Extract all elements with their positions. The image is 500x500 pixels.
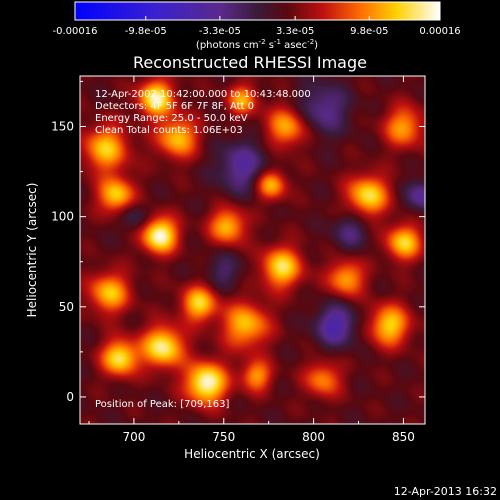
x-axis-ticks: 700 750 800 850 xyxy=(88,76,415,444)
colorbar-tick-label: 3.3e-05 xyxy=(276,26,314,37)
heatmap-plot-area xyxy=(79,75,426,425)
x-axis-label: Heliocentric X (arcsec) xyxy=(184,447,320,461)
y-axis-ticks: 0 50 100 150 xyxy=(51,80,425,404)
chart-title: Reconstructed RHESSI Image xyxy=(133,53,367,72)
colorbar: -0.00016 -9.8e-05 -3.3e-05 3.3e-05 9.8e-05 0.… xyxy=(53,1,461,51)
y-tick-label: 50 xyxy=(59,300,74,314)
y-tick-label: 0 xyxy=(66,390,74,404)
colorbar-gradient xyxy=(74,1,441,21)
heatmap-image xyxy=(80,76,425,424)
colorbar-tick-label: -9.8e-05 xyxy=(125,26,167,37)
colorbar-tick-label: -3.3e-05 xyxy=(199,26,241,37)
footer-timestamp: 12-Apr-2013 16:32 xyxy=(394,485,497,498)
y-tick-label: 100 xyxy=(51,210,74,224)
annotation-time: 12-Apr-2002 10:42:00.000 to 10:43:48.000 xyxy=(95,89,311,100)
annotation-energy: Energy Range: 25.0 - 50.0 keV xyxy=(95,113,248,124)
colorbar-unit-label: (photons cm-2 s-1 asec-2) xyxy=(196,38,318,51)
plot-annotations: 12-Apr-2002 10:42:00.000 to 10:43:48.000… xyxy=(95,89,311,410)
colorbar-ticks: -0.00016 -9.8e-05 -3.3e-05 3.3e-05 9.8e-05 0.… xyxy=(53,16,461,37)
plot-frame xyxy=(79,75,426,425)
colorbar-tick-label: 9.8e-05 xyxy=(350,26,388,37)
colorbar-tick-label: -0.00016 xyxy=(53,26,98,37)
y-axis-label: Heliocentric Y (arcsec) xyxy=(25,183,39,318)
annotation-method: Clean Total counts: 1.06E+03 xyxy=(95,125,243,136)
x-tick-label: 750 xyxy=(212,430,235,444)
colorbar-tick-label: 0.00016 xyxy=(419,26,460,37)
annotation-detectors: Detectors: 4F 5F 6F 7F 8F, Att 0 xyxy=(95,101,254,112)
x-tick-label: 800 xyxy=(302,430,325,444)
y-tick-label: 150 xyxy=(51,119,74,133)
x-tick-label: 700 xyxy=(122,430,145,444)
x-tick-label: 850 xyxy=(392,430,415,444)
annotation-peak: Position of Peak: [709,163] xyxy=(95,399,229,410)
